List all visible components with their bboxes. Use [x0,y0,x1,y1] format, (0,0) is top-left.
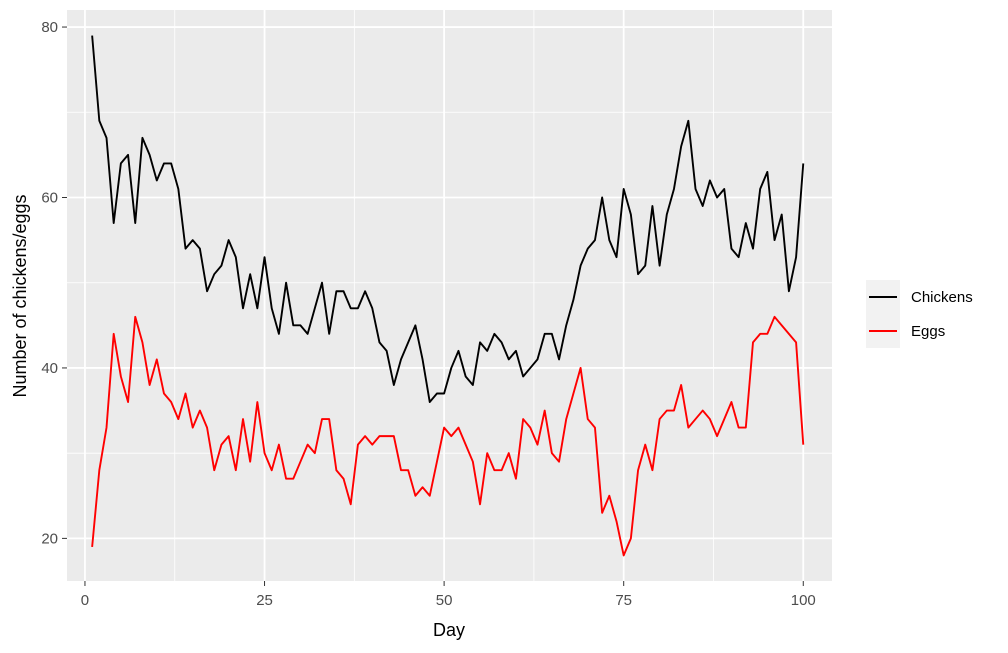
y-tick-label: 40 [41,360,58,377]
x-axis-ticks: 0 25 50 75 100 [81,581,816,609]
y-tick-label: 80 [41,19,58,36]
legend-label-chickens: Chickens [911,289,973,306]
y-tick-label: 20 [41,530,58,547]
legend: Chickens Eggs [866,280,973,348]
y-tick-label: 60 [41,189,58,206]
series-line-eggs [91,315,805,557]
x-tick-label: 100 [791,592,816,609]
grid-lines [67,10,832,581]
x-tick-label: 0 [81,592,89,609]
y-axis-ticks: 20 40 60 80 [41,19,67,547]
plot-panel [67,10,832,581]
x-tick-label: 75 [615,592,632,609]
series-lines [91,35,805,557]
series-line-chickens [91,35,805,403]
x-tick-label: 50 [436,592,453,609]
x-tick-label: 25 [256,592,273,609]
legend-label-eggs: Eggs [911,323,945,340]
y-axis-title: Number of chickens/eggs [10,194,30,397]
x-axis-title: Day [433,620,465,640]
